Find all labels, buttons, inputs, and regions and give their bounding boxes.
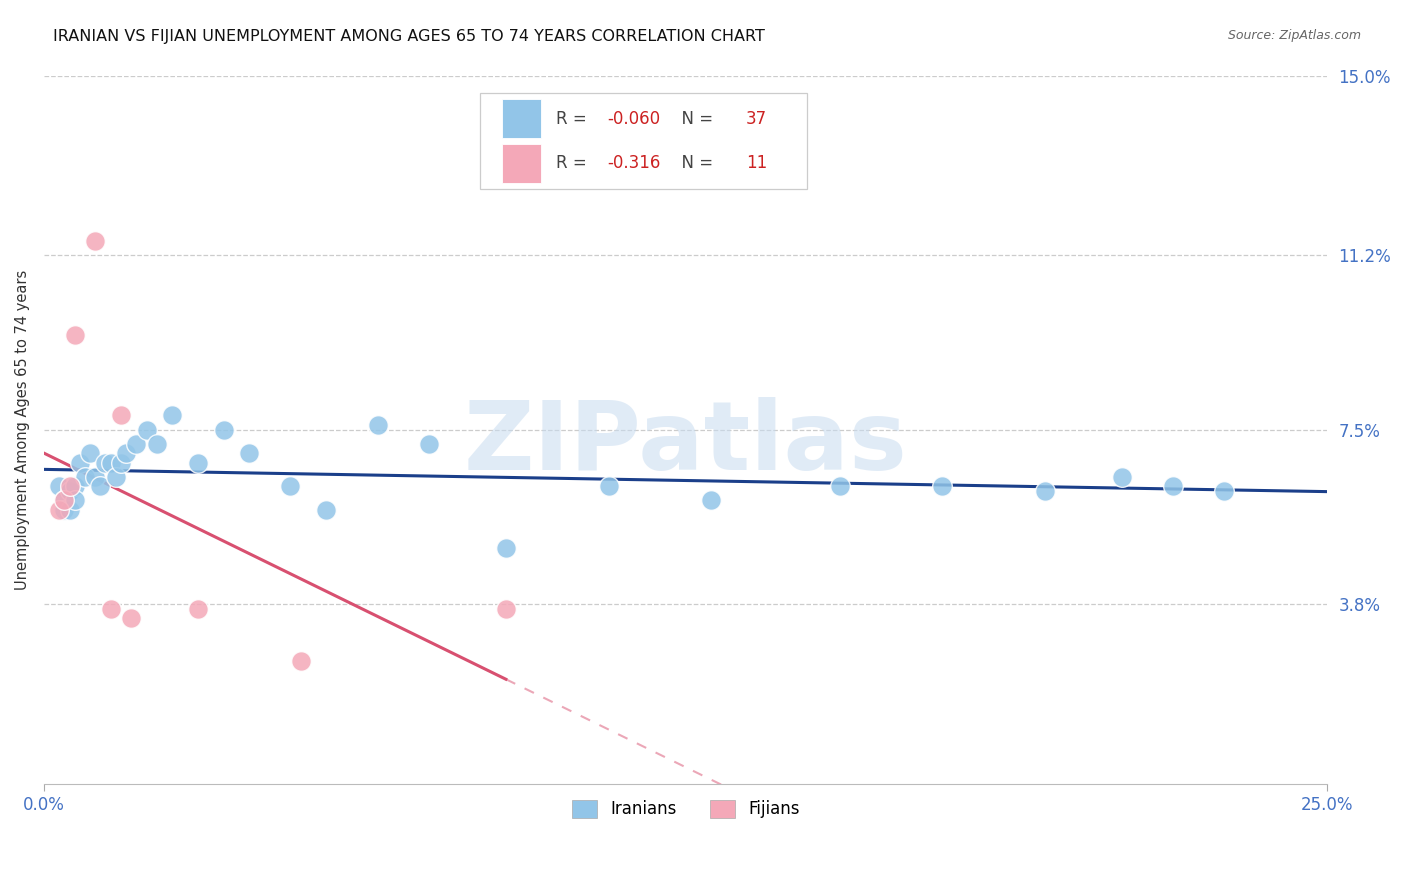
Point: [94, 456, 117, 470]
Point: [700, 493, 723, 508]
Point: [120, 611, 142, 625]
Point: [290, 654, 312, 668]
FancyBboxPatch shape: [502, 99, 540, 138]
Point: [110, 409, 132, 423]
Point: [418, 437, 440, 451]
Point: [63, 479, 86, 493]
Point: [100, 456, 122, 470]
Point: [187, 456, 209, 470]
Point: [69, 456, 91, 470]
Point: [79, 446, 101, 460]
Point: [115, 446, 138, 460]
Point: [367, 417, 389, 432]
Point: [48, 479, 70, 493]
Point: [160, 409, 183, 423]
Text: R =: R =: [555, 110, 592, 128]
Point: [100, 602, 122, 616]
Point: [89, 479, 111, 493]
Point: [146, 437, 169, 451]
Text: N =: N =: [672, 110, 718, 128]
Point: [212, 423, 235, 437]
Text: IRANIAN VS FIJIAN UNEMPLOYMENT AMONG AGES 65 TO 74 YEARS CORRELATION CHART: IRANIAN VS FIJIAN UNEMPLOYMENT AMONG AGE…: [53, 29, 765, 44]
Point: [84, 234, 107, 248]
Point: [931, 479, 953, 493]
Point: [73, 470, 96, 484]
Point: [58, 503, 80, 517]
Point: [104, 470, 127, 484]
Point: [315, 503, 337, 517]
Point: [1111, 470, 1133, 484]
Text: 37: 37: [745, 110, 766, 128]
Point: [1213, 483, 1236, 498]
Point: [828, 479, 851, 493]
Point: [495, 541, 517, 555]
Point: [125, 437, 148, 451]
Point: [187, 602, 209, 616]
Text: -0.316: -0.316: [607, 154, 661, 172]
Point: [135, 423, 157, 437]
Text: -0.060: -0.060: [607, 110, 661, 128]
Point: [48, 503, 70, 517]
Point: [238, 446, 260, 460]
Point: [53, 503, 76, 517]
Point: [58, 479, 80, 493]
Text: ZIPatlas: ZIPatlas: [464, 397, 907, 491]
Text: N =: N =: [672, 154, 724, 172]
FancyBboxPatch shape: [502, 144, 540, 183]
Point: [110, 456, 132, 470]
Point: [58, 483, 80, 498]
Point: [278, 479, 301, 493]
FancyBboxPatch shape: [481, 94, 807, 189]
Point: [1033, 483, 1056, 498]
Point: [63, 328, 86, 343]
Point: [53, 493, 76, 508]
Point: [598, 479, 620, 493]
Text: Source: ZipAtlas.com: Source: ZipAtlas.com: [1227, 29, 1361, 42]
Y-axis label: Unemployment Among Ages 65 to 74 years: Unemployment Among Ages 65 to 74 years: [15, 269, 30, 590]
Point: [84, 470, 107, 484]
Legend: Iranians, Fijians: Iranians, Fijians: [565, 793, 806, 825]
Point: [63, 493, 86, 508]
Text: R =: R =: [555, 154, 598, 172]
Point: [1161, 479, 1184, 493]
Point: [53, 493, 76, 508]
Text: 11: 11: [745, 154, 768, 172]
Point: [495, 602, 517, 616]
